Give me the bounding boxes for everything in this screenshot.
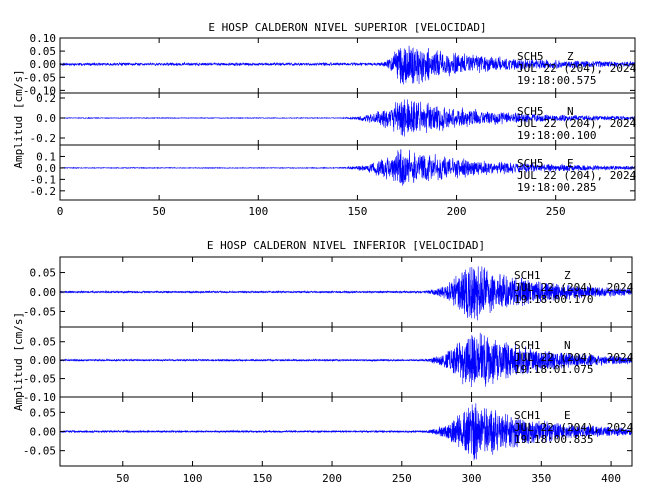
record-date: JUL 22 (204), 2024: [517, 117, 637, 130]
chart-2: E HOSP CALDERON NIVEL INFERIOR [VELOCIDA…: [12, 239, 634, 485]
record-time: 19:18:00.170: [514, 293, 593, 306]
station-code: SCH1: [514, 269, 541, 282]
x-tick-label: 200: [447, 205, 467, 218]
x-tick-label: 400: [601, 472, 621, 485]
y-tick-label: 0.05: [30, 45, 57, 58]
record-date: JUL 22 (204), 2024: [517, 62, 637, 75]
y-tick-label: -0.2: [30, 132, 57, 145]
y-tick-label: 0.00: [30, 58, 57, 71]
component-code: E: [564, 409, 571, 422]
chart-1: E HOSP CALDERON NIVEL SUPERIOR [VELOCIDA…: [12, 21, 637, 218]
y-tick-label: 0.00: [30, 426, 57, 439]
record-time: 19:18:01.075: [514, 363, 593, 376]
y-tick-label: -0.2: [30, 185, 57, 198]
x-tick-label: 350: [531, 472, 551, 485]
y-tick-label: -0.10: [23, 84, 56, 97]
record-date: JUL 22 (204), 2024: [514, 421, 634, 434]
record-time: 19:18:00.100: [517, 129, 596, 142]
station-code: SCH1: [514, 409, 541, 422]
y-tick-label: -0.1: [30, 173, 57, 186]
x-tick-label: 300: [462, 472, 482, 485]
station-code: SCH5: [517, 157, 544, 170]
x-tick-label: 50: [116, 472, 129, 485]
x-tick-label: 150: [347, 205, 367, 218]
record-date: JUL 22 (204), 2024: [514, 351, 634, 364]
record-time: 19:18:00.575: [517, 74, 596, 87]
y-tick-label: 0.05: [30, 336, 57, 349]
component-code: N: [564, 339, 571, 352]
y-tick-label: 0.0: [36, 112, 56, 125]
y-axis-label: Amplitud [cm/s]: [12, 312, 25, 411]
y-tick-label: -0.05: [23, 71, 56, 84]
record-time: 19:18:00.835: [514, 433, 593, 446]
x-tick-label: 50: [153, 205, 166, 218]
x-tick-label: 100: [248, 205, 268, 218]
y-tick-label: 0.00: [30, 286, 57, 299]
y-tick-label: -0.05: [23, 373, 56, 386]
y-tick-label: 0.05: [30, 406, 57, 419]
seismic-trace: [60, 403, 632, 461]
seismic-trace: [60, 99, 635, 137]
seismic-trace: [60, 266, 632, 321]
component-code: Z: [564, 269, 571, 282]
seismic-trace: [60, 149, 635, 186]
seismic-trace: [60, 45, 635, 85]
record-time: 19:18:00.285: [517, 181, 596, 194]
y-tick-label: 0.05: [30, 267, 57, 280]
y-tick-label: -0.05: [23, 305, 56, 318]
record-date: JUL 22 (204), 2024: [517, 169, 637, 182]
y-tick-label: -0.10: [23, 391, 56, 404]
y-axis-label: Amplitud [cm/s]: [12, 69, 25, 168]
chart-title: E HOSP CALDERON NIVEL SUPERIOR [VELOCIDA…: [208, 21, 486, 34]
x-tick-label: 100: [183, 472, 203, 485]
station-code: SCH5: [517, 105, 544, 118]
panel-frame: [59, 144, 636, 201]
x-tick-label: 0: [57, 205, 64, 218]
y-tick-label: 0.0: [36, 162, 56, 175]
seismic-trace: [60, 332, 632, 388]
y-tick-label: -0.05: [23, 445, 56, 458]
x-tick-label: 200: [322, 472, 342, 485]
station-code: SCH1: [514, 339, 541, 352]
chart-title: E HOSP CALDERON NIVEL INFERIOR [VELOCIDA…: [207, 239, 485, 252]
component-code: N: [567, 105, 574, 118]
record-date: JUL 22 (204), 2024: [514, 281, 634, 294]
component-code: E: [567, 157, 574, 170]
y-tick-label: 0.2: [36, 92, 56, 105]
station-code: SCH5: [517, 50, 544, 63]
y-tick-label: 0.00: [30, 354, 57, 367]
y-tick-label: 0.1: [36, 150, 56, 163]
x-tick-label: 150: [252, 472, 272, 485]
x-tick-label: 250: [392, 472, 412, 485]
x-tick-label: 250: [546, 205, 566, 218]
component-code: Z: [567, 50, 574, 63]
y-tick-label: 0.10: [30, 32, 57, 45]
